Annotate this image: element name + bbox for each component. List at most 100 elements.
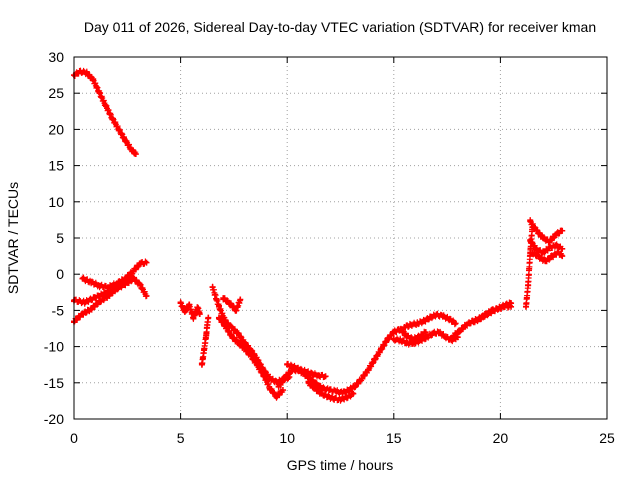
data-point [365,366,372,373]
data-point [403,339,410,346]
data-point [407,321,414,328]
data-point [88,279,95,286]
data-point [215,303,222,310]
data-point [113,280,120,287]
data-point [478,314,485,321]
data-point [209,284,216,291]
data-point [527,237,534,244]
data-point [529,249,536,256]
data-point [318,390,325,397]
series-arc-9 [220,295,244,314]
data-point [226,300,233,307]
data-point [215,314,222,321]
data-point [122,137,129,144]
data-point [554,249,561,256]
data-point [559,253,566,260]
data-point [429,330,436,337]
series-arc-11 [284,360,329,381]
y-tick-label: -10 [44,339,64,355]
plot-frame [73,56,608,420]
data-point [77,68,84,75]
data-point [552,231,559,238]
data-point [279,387,286,394]
data-point [305,379,312,386]
data-point [322,373,329,380]
data-point [203,332,210,339]
data-point [181,308,188,315]
data-point [186,301,193,308]
data-point [446,316,453,323]
data-point [102,103,109,110]
y-tick-label: -20 [44,411,64,427]
data-point [311,385,318,392]
data-point [422,334,429,341]
data-point [435,329,442,336]
data-point [441,333,448,340]
series-arc-10 [275,325,429,397]
series-arc-16 [471,299,515,326]
data-point [303,368,310,375]
data-point [540,235,547,241]
data-point [109,115,116,122]
data-point [409,340,416,347]
data-point [414,320,421,327]
data-point [204,321,211,328]
data-point [552,242,559,249]
data-point [128,269,135,276]
data-point [235,339,242,346]
data-point [533,227,540,234]
series-arc-18 [527,217,566,246]
data-point [535,253,542,260]
data-point [122,275,129,282]
data-point [222,323,229,330]
data-point [128,146,135,153]
y-tick-label: 20 [48,121,64,137]
data-point [384,336,391,343]
data-point [137,260,144,267]
data-point [241,345,248,352]
series-trace [71,67,139,157]
data-point [333,388,340,395]
y-tick-label: 10 [48,194,64,210]
data-point [296,366,303,373]
data-point [452,320,459,327]
x-tick-label: 15 [386,430,402,446]
data-point [92,294,99,301]
data-point [546,245,553,252]
data-point [90,77,97,84]
y-tick-label: 25 [48,85,64,101]
data-point [177,300,184,307]
data-point [228,333,235,340]
data-point [397,337,404,344]
data-point [201,347,208,354]
data-point [267,385,274,392]
data-point [205,314,212,321]
data-point [137,282,144,289]
data-point [403,332,410,339]
series-arc-17 [522,224,536,310]
x-tick-label: 25 [599,430,615,446]
data-point [491,307,498,314]
x-tick-label: 20 [493,430,509,446]
data-point [416,337,423,344]
data-point [267,375,274,382]
series-trace [523,226,536,310]
data-point [546,238,553,245]
data-point [316,372,323,379]
data-point [533,246,540,253]
data-point [484,311,491,318]
y-tick-label: 5 [56,230,64,246]
series-arc-20 [529,248,566,265]
data-point [79,311,86,318]
series-arc-19 [527,236,566,256]
series-arc-1 [71,67,139,158]
series-arc-6 [198,314,212,368]
data-point [331,395,338,402]
data-point [559,227,566,234]
gridlines [74,57,607,419]
data-point [422,329,429,336]
data-point [371,356,378,363]
data-point [433,311,440,318]
data-point [284,361,291,368]
